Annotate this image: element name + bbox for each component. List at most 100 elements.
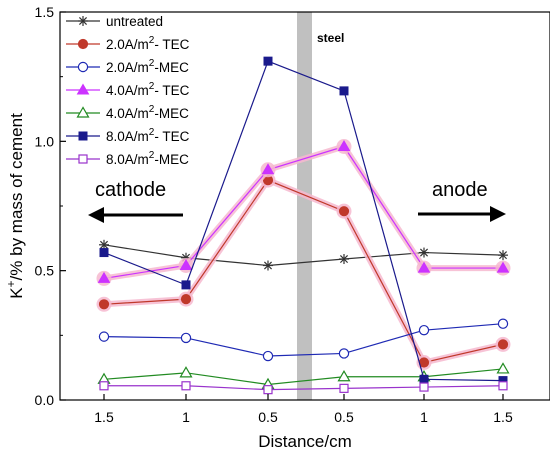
y-tick-label-1: 0.0	[35, 392, 55, 408]
legend-entry-6-label: 8.0A/m2- TEC	[106, 127, 190, 144]
y-axis: 0.0 0.5 1.0 1.5	[35, 4, 66, 408]
x-tick-label-3: 0.5	[258, 409, 278, 425]
series-3-point-4	[338, 348, 350, 359]
series-2-point-4	[338, 206, 350, 217]
legend-entry-7: 8.0A/m2-MEC	[66, 150, 189, 167]
series-5-point-4	[337, 370, 351, 382]
anode-arrow	[418, 206, 506, 222]
legend-entry-3-label-sup: 2	[149, 58, 155, 69]
series-6-point-4	[339, 86, 349, 96]
series-7-point-4	[339, 383, 349, 393]
legend-entry-2: 2.0A/m2- TEC	[66, 35, 190, 52]
series-7-point-3	[263, 385, 273, 395]
y-axis-title-main: K	[7, 287, 26, 299]
legend-entry-7-label-tail: -MEC	[154, 152, 189, 167]
x-tick-label-6: 1.5	[493, 409, 513, 425]
x-axis: 1.5 1 0.5 0.5 1 1.5	[94, 394, 513, 425]
series-layer	[96, 56, 511, 395]
series-6	[99, 56, 508, 386]
legend-entry-4: 4.0A/m2- TEC	[66, 81, 190, 98]
x-tick-label-2: 1	[182, 409, 190, 425]
series-6-line	[103, 60, 504, 382]
x-tick-label-5: 1	[420, 409, 428, 425]
legend-entry-4-label-sup: 2	[149, 81, 155, 92]
series-2-point-2	[180, 294, 192, 305]
series-7	[99, 381, 508, 395]
series-1-point-4	[339, 254, 349, 265]
y-axis-title-sup: +	[4, 280, 18, 287]
legend-entry-4-label-tail: - TEC	[154, 83, 189, 98]
series-4-point-2	[179, 258, 193, 270]
series-3-point-6	[497, 318, 509, 329]
legend-entry-4-label-main: 4.0A/m	[106, 83, 149, 98]
legend-entry-7-label-main: 8.0A/m	[106, 152, 149, 167]
series-6-point-1	[99, 248, 109, 258]
series-6-point-2	[181, 280, 191, 290]
legend-entry-7-marker	[78, 154, 88, 164]
series-1-point-5	[419, 247, 429, 258]
series-2-point-1	[98, 299, 110, 310]
legend-entry-3: 2.0A/m2-MEC	[66, 58, 189, 75]
legend-entry-7-label: 8.0A/m2-MEC	[106, 150, 189, 167]
series-6-point-5	[419, 374, 429, 384]
x-axis-title: Distance/cm	[258, 432, 352, 451]
legend-entry-6-label-sup: 2	[149, 127, 155, 138]
steel-label: steel	[317, 31, 344, 45]
series-5-point-2	[179, 366, 193, 378]
legend-entry-3-label-tail: -MEC	[154, 60, 189, 75]
cathode-arrow	[88, 207, 183, 223]
legend-entry-5-label-tail: -MEC	[154, 106, 189, 121]
series-7-line	[104, 385, 504, 391]
legend-entry-5-label-sup: 2	[149, 104, 155, 115]
legend-entry-2-marker	[77, 38, 89, 50]
series-4-point-5	[417, 261, 431, 273]
series-4-point-3	[261, 163, 275, 175]
series-4-line	[103, 145, 503, 280]
legend-entry-5: 4.0A/m2-MEC	[66, 104, 189, 121]
series-1-line	[103, 244, 504, 267]
anode-label: anode	[432, 179, 488, 201]
series-3-point-5	[418, 324, 430, 336]
series-6-point-3	[263, 56, 273, 66]
series-4	[96, 139, 511, 286]
series-1	[99, 239, 508, 271]
series-4-point-4	[337, 140, 351, 152]
series-7-point-2	[181, 381, 191, 391]
legend-entry-7-label-sup: 2	[149, 150, 155, 161]
series-3-point-2	[180, 332, 192, 344]
legend-entry-5-label: 4.0A/m2-MEC	[106, 104, 189, 121]
legend-entry-3-label: 2.0A/m2-MEC	[106, 58, 189, 75]
legend-entry-6: 8.0A/m2- TEC	[66, 127, 190, 144]
y-axis-title-rest: /% by mass of cement	[7, 113, 26, 281]
series-4-point-1	[97, 271, 111, 283]
series-1-point-1	[99, 239, 109, 250]
steel-bar	[297, 12, 312, 400]
series-3-point-3	[262, 350, 274, 362]
series-3-line	[103, 323, 504, 357]
legend-entry-1-label-main: untreated	[106, 14, 163, 29]
series-7-point-5	[419, 382, 429, 392]
legend-entry-2-label-tail: - TEC	[154, 37, 189, 52]
series-2-point-6	[497, 339, 509, 350]
x-tick-label-4: 0.5	[334, 409, 354, 425]
series-1-point-6	[498, 250, 508, 261]
y-axis-title: K+/% by mass of cement	[4, 113, 26, 299]
x-tick-label-1: 1.5	[94, 409, 114, 425]
series-1-point-3	[263, 260, 273, 271]
legend-entry-4-marker	[76, 83, 90, 95]
y-tick-label-2: 0.5	[35, 263, 55, 279]
series-5-line	[103, 368, 504, 386]
series-7-point-1	[99, 381, 109, 391]
legend-entry-2-label-sup: 2	[149, 35, 155, 46]
legend-entry-3-marker	[77, 61, 89, 73]
series-4-point-6	[496, 261, 510, 273]
legend-entry-6-label-main: 8.0A/m	[106, 129, 149, 144]
series-2-line	[103, 179, 504, 364]
legend-entry-5-marker	[76, 106, 90, 118]
series-3	[98, 318, 509, 362]
legend-entry-3-label-main: 2.0A/m	[106, 60, 149, 75]
y-tick-label-3: 1.0	[35, 133, 55, 149]
legend-entry-4-label: 4.0A/m2- TEC	[106, 81, 190, 98]
